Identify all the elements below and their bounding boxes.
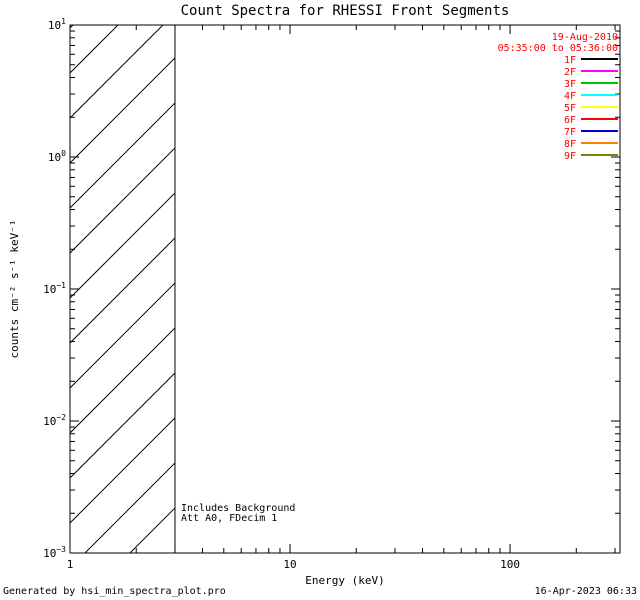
legend-label: 1F: [564, 55, 576, 66]
footer-timestamp: 16-Apr-2023 06:33: [535, 586, 637, 597]
legend-label: 4F: [564, 91, 576, 102]
x-tick-label: 10: [283, 558, 296, 571]
legend-date: 19-Aug-2010: [552, 32, 618, 43]
hatched-region: [70, 25, 175, 553]
legend-label: 8F: [564, 139, 576, 150]
legend-time: 05:35:00 to 05:36:00: [498, 43, 618, 54]
legend-label: 5F: [564, 103, 576, 114]
hatch-line: [70, 25, 164, 119]
legend-label: 7F: [564, 127, 576, 138]
legend-label: 3F: [564, 79, 576, 90]
hatch-line: [70, 147, 175, 254]
hatch-line: [70, 102, 175, 209]
annotation-includes-background: Includes Background: [181, 503, 295, 514]
x-axis-label: Energy (keV): [305, 574, 384, 587]
x-tick-label: 100: [500, 558, 520, 571]
footer-generated-by: Generated by hsi_min_spectra_plot.pro: [3, 586, 226, 597]
annotation-att-fdecim: Att A0, FDecim 1: [181, 513, 277, 524]
legend-label: 2F: [564, 67, 576, 78]
y-axis-label: counts cm⁻² s⁻¹ keV⁻¹: [8, 219, 21, 358]
plot-frame: [69, 24, 621, 554]
y-tick-label: 10−2: [43, 413, 66, 428]
x-tick-label: 1: [67, 558, 74, 571]
y-tick-label: 10−3: [43, 545, 66, 560]
hatch-line: [70, 417, 175, 524]
hatch-line: [70, 192, 175, 299]
legend-label: 6F: [564, 115, 576, 126]
hatch-line: [84, 462, 175, 553]
y-tick-label: 10−1: [43, 281, 66, 296]
hatch-line: [70, 57, 175, 164]
legend-label: 9F: [564, 151, 576, 162]
chart-title: Count Spectra for RHESSI Front Segments: [181, 3, 510, 19]
hatch-line: [70, 372, 175, 479]
hatch-line: [129, 507, 175, 553]
y-tick-label: 100: [48, 149, 66, 164]
hatch-line: [70, 327, 175, 434]
hatch-line: [70, 282, 175, 389]
hatch-line: [70, 25, 74, 29]
hatch-line: [70, 237, 175, 344]
y-tick-label: 101: [48, 17, 66, 32]
hatch-line: [70, 25, 119, 74]
generated-plot-elements: 1 10 100 10−3 10−2 10−1 100 101 1F2F3F4F5F6F7F8F…: [43, 17, 620, 571]
